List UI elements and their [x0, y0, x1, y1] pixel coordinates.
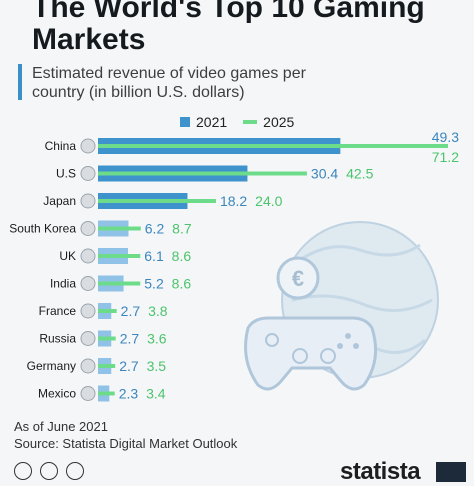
chart-title: The World's Top 10 Gaming Markets	[32, 0, 425, 56]
value-label-2021: 49.3	[432, 129, 459, 145]
svg-text:€: €	[292, 266, 304, 291]
value-label-2025: 24.0	[255, 193, 282, 209]
category-label: China	[45, 139, 77, 153]
flag-icon	[80, 386, 96, 401]
value-label-2021: 2.7	[119, 358, 139, 374]
value-label-2025: 3.6	[147, 331, 167, 347]
value-label-2021: 30.4	[311, 166, 338, 182]
category-label: Germany	[27, 359, 76, 373]
value-label-2025: 71.2	[432, 149, 459, 165]
no-derivatives-icon[interactable]	[66, 462, 84, 480]
line-2025	[98, 199, 216, 203]
creative-commons-icon[interactable]	[14, 462, 32, 480]
value-label-2025: 42.5	[346, 166, 373, 182]
line-2025	[98, 254, 141, 258]
note-source: Source: Statista Digital Market Outlook	[14, 436, 238, 451]
value-label-2025: 3.4	[146, 386, 166, 402]
line-2025	[98, 226, 141, 231]
value-label-2021: 6.1	[144, 248, 164, 264]
statista-logo[interactable]: statista	[340, 458, 421, 485]
chart-subtitle: Estimated revenue of video games per cou…	[32, 65, 306, 101]
category-label: India	[50, 277, 76, 291]
legend-item-2025: 2025	[243, 114, 294, 130]
value-label-2025: 3.5	[147, 358, 167, 374]
flag-icon	[80, 303, 96, 319]
footer-icons	[14, 462, 92, 480]
accent-rule	[18, 64, 22, 100]
value-label-2025: 8.6	[172, 248, 192, 264]
value-label-2021: 2.7	[121, 303, 141, 319]
flag-icon	[80, 221, 96, 236]
value-label-2025: 8.6	[172, 276, 192, 292]
value-label-2021: 2.7	[120, 331, 140, 347]
controller-icon	[244, 316, 378, 391]
category-label: Japan	[43, 194, 76, 208]
line-2025	[98, 391, 115, 396]
flag-icon	[80, 166, 96, 181]
line-2025	[98, 171, 307, 176]
legend-swatch-2025	[243, 120, 258, 124]
category-label: Mexico	[38, 387, 76, 401]
footnotes: As of June 2021 Source: Statista Digital…	[14, 418, 237, 452]
flag-icon	[80, 276, 96, 291]
value-label-2025: 8.7	[172, 221, 192, 237]
value-label-2025: 3.8	[148, 303, 168, 319]
line-2025	[98, 364, 116, 368]
globe-controller-illustration: €	[244, 221, 439, 391]
line-2025	[98, 309, 117, 313]
value-label-2021: 18.2	[220, 193, 247, 209]
value-label-2021: 6.2	[145, 221, 165, 237]
line-2025	[98, 336, 116, 341]
category-label: Russia	[39, 332, 76, 346]
value-label-2021: 5.2	[144, 276, 164, 292]
category-label: France	[39, 304, 77, 318]
flag-icon	[80, 331, 96, 346]
legend: 2021 2025	[180, 113, 310, 131]
bars-layer: China 49.3 71.2 U.S 30.4 42.5 Japan 18.2 24.0 Sou…	[9, 129, 459, 402]
line-2025	[98, 144, 448, 148]
legend-label-2025: 2025	[263, 114, 295, 130]
flag-icon	[80, 248, 96, 264]
statista-logo-mark	[436, 462, 466, 482]
category-label: South Korea	[9, 222, 76, 236]
note-date: As of June 2021	[14, 419, 108, 434]
flag-icon	[80, 193, 96, 209]
flag-icon	[80, 138, 96, 154]
legend-label-2021: 2021	[196, 114, 228, 130]
legend-swatch-2021	[180, 117, 190, 127]
category-label: UK	[59, 249, 76, 263]
euro-coin-icon	[276, 256, 320, 300]
value-label-2021: 2.3	[119, 386, 139, 402]
line-2025	[98, 281, 141, 286]
bar-chart: € China 49.3 71.2 U.S 30.4 42.5 Japan 18.2 24.0 S…	[9, 129, 459, 402]
category-label: U.S	[56, 167, 76, 181]
attribution-icon[interactable]	[40, 462, 58, 480]
flag-icon	[80, 358, 96, 374]
legend-item-2021: 2021	[180, 114, 227, 130]
